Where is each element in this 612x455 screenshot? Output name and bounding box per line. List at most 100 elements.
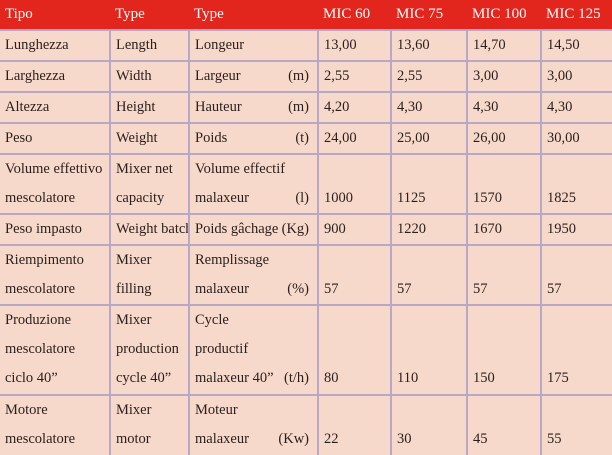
label-en: Mixer motor — [109, 394, 189, 455]
value-mic-75: 30 — [390, 394, 467, 455]
label-fr: Poids gâchage (Kg) — [188, 213, 318, 245]
label-fr-line: Volume effectif — [195, 161, 286, 177]
value-mic-100: 26,00 — [466, 122, 541, 154]
label-fr: Remplissage malaxeur (%) — [188, 244, 318, 305]
value-text: 2,55 — [324, 68, 350, 84]
value-text: 80 — [324, 370, 339, 386]
label-en-line: Width — [116, 68, 152, 84]
value-mic-75: 1125 — [390, 153, 467, 214]
unit-label: (m) — [288, 68, 309, 84]
value-mic-75: 25,00 — [390, 122, 467, 154]
header-type-fr: Type — [189, 0, 318, 30]
label-en-line: cycle 40” — [116, 370, 172, 386]
unit-label: (Kg) — [281, 221, 309, 237]
value-mic-75: 2,55 — [390, 60, 467, 92]
value-text: 4,30 — [397, 99, 423, 115]
label-fr-text: malaxeur 40” — [195, 370, 274, 386]
header-row: Tipo Type Type MIC 60 MIC 75 MIC 100 MIC… — [0, 0, 612, 30]
label-it-line: mescolatore — [5, 190, 76, 206]
value-mic-60: 24,00 — [317, 122, 391, 154]
value-spacer — [542, 155, 612, 184]
table-row: Volume effettivo mescolatore Mixer net capa… — [0, 153, 612, 214]
label-fr-text: Largeur — [195, 68, 241, 84]
value-text: 57 — [473, 281, 488, 297]
label-fr: Hauteur (m) — [188, 91, 318, 123]
label-en-line: motor — [116, 431, 151, 447]
value-mic-125: 3,00 — [540, 60, 612, 92]
label-it-line: Peso — [5, 130, 33, 146]
value-text: 45 — [473, 431, 488, 447]
value-mic-125: 1825 — [540, 153, 612, 214]
value-text: 4,30 — [547, 99, 573, 115]
value-spacer — [468, 246, 540, 275]
label-fr-line: productif — [195, 341, 249, 357]
label-en: Height — [109, 91, 189, 123]
value-spacer — [392, 396, 466, 425]
value-spacer — [319, 246, 390, 275]
value-spacer — [319, 155, 390, 184]
value-text: 57 — [397, 281, 412, 297]
label-en-line: Height — [116, 99, 156, 115]
label-en-line: Mixer — [116, 402, 152, 418]
value-text: 30,00 — [547, 130, 580, 146]
value-text: 900 — [324, 221, 346, 237]
header-type-en: Type — [110, 0, 189, 30]
value-mic-125: 1950 — [540, 213, 612, 245]
label-fr-line: malaxeur 40” (t/h) — [190, 364, 317, 393]
label-en-line: Mixer — [116, 312, 152, 328]
label-en-line: capacity — [116, 190, 165, 206]
header-tipo: Tipo — [0, 0, 110, 30]
value-text: 1950 — [547, 221, 576, 237]
label-it-line: Riempimento — [5, 252, 84, 268]
label-en-line: filling — [116, 281, 152, 297]
value-text: 26,00 — [473, 130, 506, 146]
value-text: 3,00 — [547, 68, 573, 84]
table-row: Peso impasto Weight batch Poids gâchage (Kg… — [0, 213, 612, 245]
label-fr-line: Moteur — [195, 402, 238, 418]
value-text: 13,00 — [324, 37, 357, 53]
label-it-line: mescolatore — [5, 431, 76, 447]
label-fr-line: Longeur — [190, 31, 317, 60]
value-text: 30 — [397, 431, 412, 447]
label-fr-line: Poids (t) — [190, 124, 317, 153]
value-mic-125: 55 — [540, 394, 612, 455]
label-it-line: Larghezza — [5, 68, 66, 84]
table-row: Altezza Height Hauteur (m) 4,20 4,30 4,30 4,30 — [0, 91, 612, 123]
header-mic-125: MIC 125 — [541, 0, 612, 30]
value-text: 14,50 — [547, 37, 580, 53]
label-en-line: Weight — [116, 130, 158, 146]
value-spacer — [392, 246, 466, 275]
unit-label: (l) — [295, 190, 309, 206]
value-text: 4,20 — [324, 99, 350, 115]
label-fr-line: Cycle — [195, 312, 229, 328]
label-fr-text: Hauteur — [195, 99, 242, 115]
value-mic-100: 57 — [466, 244, 541, 305]
label-en: Mixer net capacity — [109, 153, 189, 214]
value-text: 57 — [324, 281, 339, 297]
value-text: 57 — [547, 281, 562, 297]
label-fr: Cycle productif malaxeur 40” (t/h) — [188, 304, 318, 395]
label-en: Weight batch — [109, 213, 189, 245]
value-text: 13,60 — [397, 37, 430, 53]
value-mic-125: 30,00 — [540, 122, 612, 154]
value-spacer — [319, 335, 390, 364]
table-body: Lunghezza Length Longeur 13,00 13,60 14,70 14,… — [0, 29, 612, 455]
value-mic-60: 13,00 — [317, 29, 391, 61]
label-fr: Moteur malaxeur (Kw) — [188, 394, 318, 455]
label-it-line: Produzione — [5, 312, 72, 328]
value-text: 25,00 — [397, 130, 430, 146]
label-it-line: mescolatore — [5, 281, 76, 297]
value-mic-100: 1670 — [466, 213, 541, 245]
label-fr: Volume effectif malaxeur (l) — [188, 153, 318, 214]
value-text: 1570 — [473, 190, 502, 206]
unit-label: (m) — [288, 99, 309, 115]
label-it: Peso — [0, 122, 110, 154]
value-spacer — [319, 306, 390, 335]
unit-label: (Kw) — [278, 431, 309, 447]
table-row: Produzione mescolatore ciclo 40” Mixer produ… — [0, 304, 612, 395]
label-fr-line: malaxeur (Kw) — [190, 425, 317, 454]
label-it-line: Motore — [5, 402, 48, 418]
label-it-line: ciclo 40” — [5, 370, 58, 386]
label-fr-line: Hauteur (m) — [190, 93, 317, 122]
